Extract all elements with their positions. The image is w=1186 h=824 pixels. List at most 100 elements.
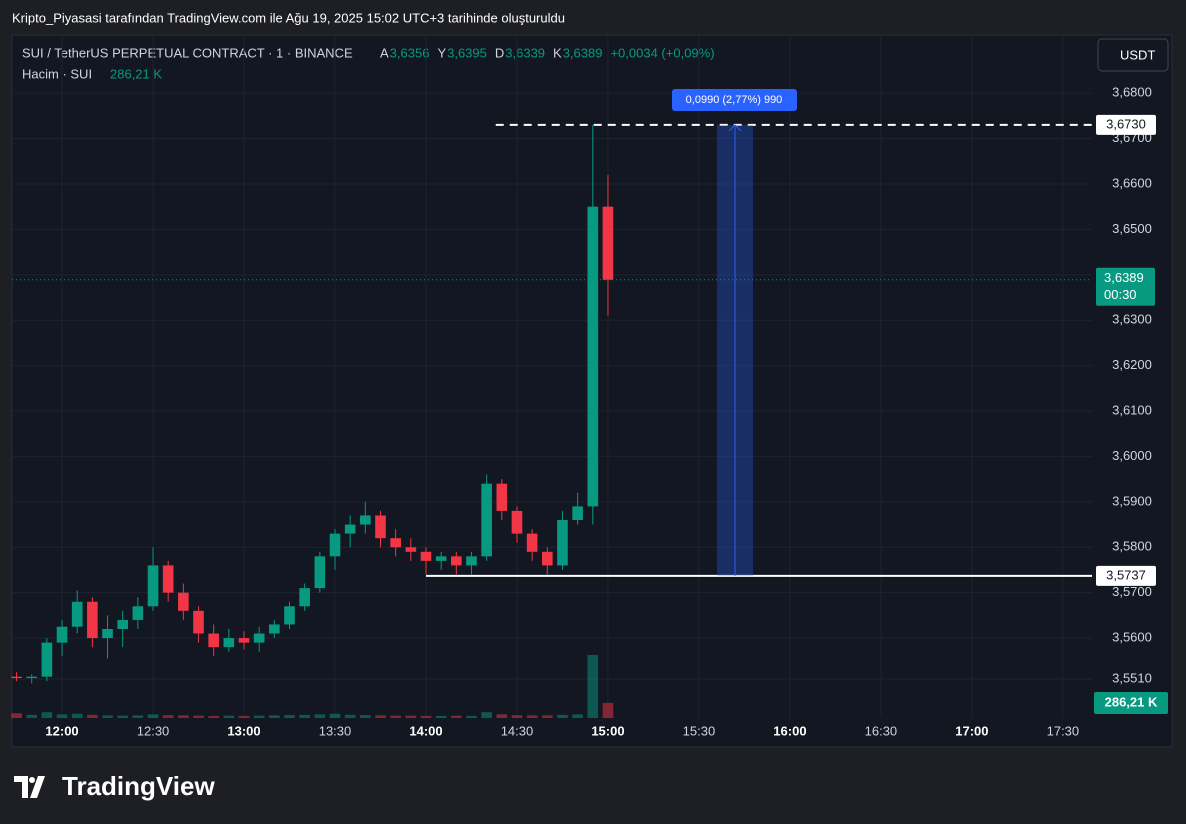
candle-body bbox=[269, 624, 280, 634]
last-price-label: 3,6389 bbox=[1104, 270, 1144, 285]
candle-body bbox=[314, 556, 326, 589]
x-tick-label: 13:00 bbox=[227, 723, 260, 738]
volume-bar bbox=[572, 714, 583, 718]
candle-body bbox=[132, 606, 144, 620]
ohlc-key: A bbox=[380, 45, 389, 60]
x-tick-label: 14:30 bbox=[501, 723, 534, 738]
volume-tag bbox=[1094, 691, 1168, 714]
volume-bar bbox=[11, 713, 22, 718]
volume-bar bbox=[435, 715, 447, 718]
last-price-tag bbox=[1096, 267, 1155, 306]
y-tick-label: 3,5600 bbox=[1112, 630, 1152, 645]
candle-body bbox=[56, 626, 68, 643]
volume-bar bbox=[481, 712, 492, 718]
candle-body bbox=[466, 556, 477, 566]
ohlc-value: 3,6395 bbox=[447, 45, 487, 60]
candle-body bbox=[602, 206, 614, 280]
ohlc-value: 3,6356 bbox=[390, 45, 430, 60]
volume-bar bbox=[496, 714, 508, 718]
volume-value: 286,21 K bbox=[110, 66, 162, 81]
volume-bar bbox=[117, 715, 129, 718]
volume-bar bbox=[71, 713, 83, 718]
candle-body bbox=[253, 633, 265, 643]
candle-body bbox=[344, 524, 356, 534]
ohlc-value: 3,6389 bbox=[563, 45, 603, 60]
volume-bar bbox=[405, 715, 417, 718]
volume-bar bbox=[541, 715, 553, 718]
candle-body bbox=[375, 515, 386, 539]
volume-bar bbox=[56, 714, 68, 718]
y-tick-label: 3,5800 bbox=[1112, 539, 1152, 554]
volume-bar bbox=[87, 714, 98, 718]
candle-body bbox=[11, 676, 22, 679]
x-tick-label: 16:30 bbox=[865, 723, 898, 738]
volume-bar bbox=[132, 715, 144, 718]
candle-body bbox=[71, 601, 83, 627]
currency[interactable]: USDT bbox=[1120, 47, 1155, 62]
y-tick-label: 3,6300 bbox=[1112, 312, 1152, 327]
x-tick-label: 12:00 bbox=[45, 723, 78, 738]
volume-bar bbox=[466, 715, 477, 718]
x-tick-label: 13:30 bbox=[319, 723, 352, 738]
ohlc-key: Y bbox=[437, 45, 446, 60]
x-tick-label: 15:30 bbox=[683, 723, 716, 738]
candle-body bbox=[299, 588, 310, 607]
ohlc-key: D bbox=[495, 45, 504, 60]
candle-body bbox=[541, 551, 553, 566]
volume-bar bbox=[269, 715, 280, 718]
volume-bar bbox=[344, 714, 356, 718]
volume-bar bbox=[360, 715, 371, 718]
x-tick-label: 12:30 bbox=[137, 723, 170, 738]
candle-body bbox=[496, 483, 508, 511]
candle-body bbox=[390, 538, 401, 548]
x-tick-label: 16:00 bbox=[773, 723, 806, 738]
candle-body bbox=[41, 642, 53, 677]
measure-label: 0,0990 (2,77%) 990 bbox=[686, 94, 783, 106]
candle-body bbox=[557, 520, 568, 566]
candle-body bbox=[420, 551, 432, 561]
y-tick-label: 3,6500 bbox=[1112, 221, 1152, 236]
countdown: 00:30 bbox=[1104, 287, 1137, 302]
candle-body bbox=[511, 510, 523, 534]
price-line-label: 3,6730 bbox=[1106, 116, 1146, 131]
volume-bar bbox=[451, 715, 462, 718]
x-tick-label: 15:00 bbox=[591, 723, 624, 738]
candle-body bbox=[360, 515, 371, 525]
candle-body bbox=[435, 556, 447, 561]
volume-bar bbox=[557, 714, 568, 718]
volume-bar bbox=[41, 712, 53, 718]
x-tick-label: 14:00 bbox=[409, 723, 442, 738]
candle-body bbox=[223, 638, 235, 648]
candle-body bbox=[329, 533, 341, 557]
volume-bar bbox=[284, 715, 295, 718]
candle-body bbox=[208, 633, 219, 648]
volume-bar bbox=[390, 715, 401, 718]
volume-bar bbox=[375, 715, 386, 718]
y-tick-label: 3,6000 bbox=[1112, 448, 1152, 463]
candle-body bbox=[193, 610, 204, 634]
candle-body bbox=[178, 592, 189, 611]
volume-bar bbox=[299, 714, 310, 718]
candle-body bbox=[526, 533, 538, 552]
volume-bar bbox=[162, 715, 174, 718]
price-line-label: 3,5737 bbox=[1106, 567, 1146, 582]
brand: TradingView bbox=[62, 771, 215, 801]
volume-bar bbox=[526, 715, 538, 718]
brand-logo bbox=[14, 776, 45, 798]
volume-bar bbox=[102, 715, 113, 718]
currency-button[interactable] bbox=[1097, 38, 1169, 72]
y-tick-label: 3,6800 bbox=[1112, 85, 1152, 100]
volume-bar bbox=[314, 714, 326, 718]
candle-body bbox=[238, 638, 250, 643]
y-tick-label: 3,5510 bbox=[1112, 670, 1152, 685]
y-tick-label: 3,6200 bbox=[1112, 357, 1152, 372]
y-tick-label: 3,6600 bbox=[1112, 175, 1152, 190]
candle-body bbox=[481, 483, 492, 557]
volume-bar bbox=[602, 702, 614, 718]
volume-bar bbox=[147, 714, 159, 718]
candle-body bbox=[572, 506, 583, 521]
ohlc-value: 3,6339 bbox=[505, 45, 545, 60]
y-tick-label: 3,5700 bbox=[1112, 584, 1152, 599]
